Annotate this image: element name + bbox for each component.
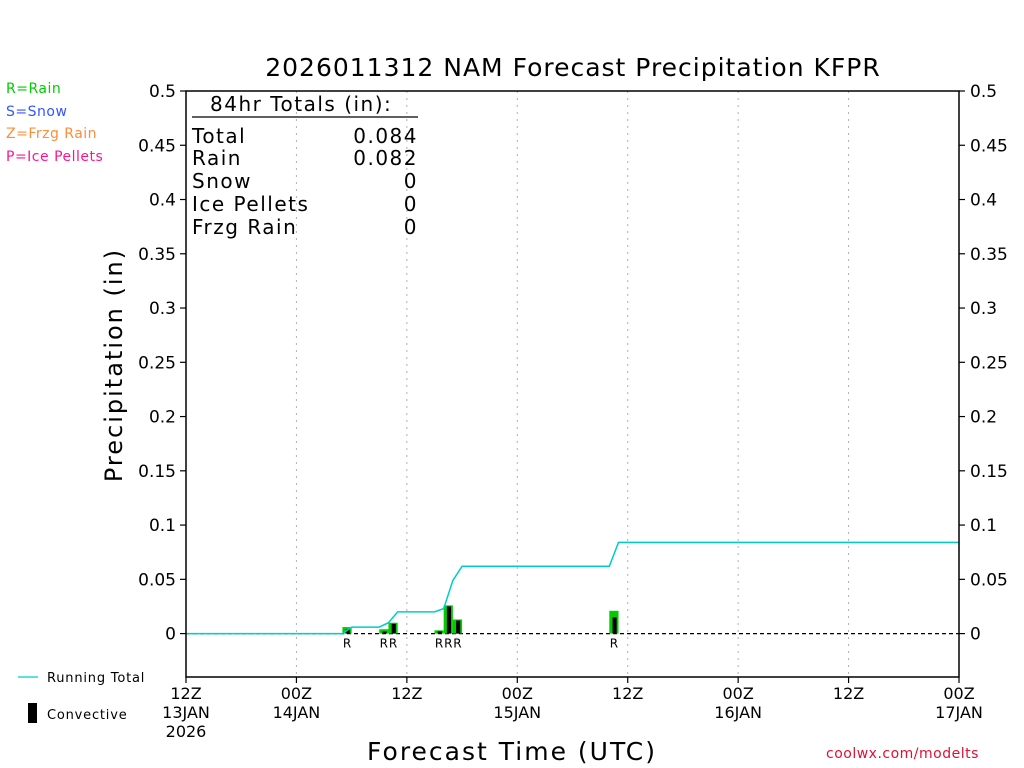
x-tick-label: 12Z [391, 684, 422, 703]
y-tick-label-right: 0.5 [970, 82, 997, 102]
x-tick-label: 14JAN [273, 703, 321, 722]
x-tick-label: 12Z [170, 684, 201, 703]
precip-bars [342, 605, 619, 634]
y-tick-label-right: 0.3 [970, 299, 997, 319]
convective-bar [437, 631, 442, 634]
y-tick-label-left: 0.25 [138, 353, 176, 373]
convective-bar [446, 606, 452, 634]
totals-value-total: 0.084 [353, 124, 418, 148]
totals-value-rain: 0.082 [353, 146, 418, 170]
y-tick-label-right: 0.45 [970, 136, 1008, 156]
y-tick-label-left: 0.35 [138, 245, 176, 265]
y-tick-label-left: 0.5 [149, 82, 176, 102]
totals-label-rain: Rain [192, 146, 242, 170]
ptype-label: R [343, 637, 351, 651]
totals-value-ice-pellets: 0 [404, 192, 418, 216]
y-tick-label-right: 0.1 [970, 516, 997, 536]
credit-text: coolwx.com/modelts [826, 746, 979, 762]
y-tick-label-left: 0.1 [149, 516, 176, 536]
y-tick-label-left: 0.2 [149, 408, 176, 428]
y-tick-label-right: 0.4 [970, 191, 997, 211]
convective-bar [456, 620, 461, 634]
legend-convective-swatch [28, 703, 37, 723]
x-tick-label: 00Z [943, 684, 974, 703]
totals-label-snow: Snow [192, 169, 252, 193]
totals-box: 84hr Totals (in): Total 0.084 Rain 0.082… [191, 92, 418, 239]
x-tick-label: 13JAN [162, 703, 210, 722]
x-tick-label: 15JAN [493, 703, 541, 722]
totals-value-frzg-rain: 0 [404, 215, 418, 239]
y-tick-label-left: 0.45 [138, 136, 176, 156]
y-tick-label-left: 0.05 [138, 570, 176, 590]
x-tick-label: 12Z [833, 684, 864, 703]
totals-label-frzg-rain: Frzg Rain [192, 215, 297, 239]
ptype-label: R [435, 637, 443, 651]
y-axis-label: Precipitation (in) [100, 248, 128, 482]
x-tick-label: 00Z [502, 684, 533, 703]
convective-bar [612, 617, 617, 634]
series-legend: Running Total Convective [18, 671, 145, 723]
y-tick-label-right: 0.2 [970, 408, 997, 428]
y-tick-label-left: 0.3 [149, 299, 176, 319]
y-tick-label-right: 0.15 [970, 462, 1008, 482]
ptype-label: R [444, 637, 452, 651]
legend-snow: S=Snow [6, 104, 68, 120]
ptype-label: R [389, 637, 397, 651]
totals-label-ice-pellets: Ice Pellets [192, 192, 309, 216]
running-total-polyline [186, 541, 959, 635]
x-tick-label: 17JAN [935, 703, 983, 722]
running-total-line [186, 541, 959, 635]
y-tick-label-left: 0.15 [138, 462, 176, 482]
ptype-label: R [380, 637, 388, 651]
convective-bar [391, 623, 396, 634]
ptype-label: R [453, 637, 461, 651]
ptype-label: R [610, 637, 618, 651]
grid-lines [295, 91, 850, 677]
x-tick-label: 00Z [281, 684, 312, 703]
legend-frzg-rain: Z=Frzg Rain [6, 126, 98, 142]
chart-title: 2026011312 NAM Forecast Precipitation KF… [265, 53, 881, 82]
x-axis-label: Forecast Time (UTC) [367, 737, 657, 766]
totals-label-total: Total [191, 124, 246, 148]
y-tick-label-right: 0.35 [970, 245, 1008, 265]
y-tick-label-right: 0.25 [970, 353, 1008, 373]
convective-bar [382, 631, 387, 634]
totals-header: 84hr Totals (in): [210, 92, 392, 116]
legend-running-total-label: Running Total [47, 671, 145, 686]
convective-bar [345, 629, 350, 634]
legend-rain: R=Rain [6, 81, 62, 97]
x-tick-label: 16JAN [714, 703, 762, 722]
x-tick-label: 2026 [166, 722, 207, 741]
totals-value-snow: 0 [404, 169, 418, 193]
plot-frame [185, 90, 960, 678]
x-tick-label: 00Z [722, 684, 753, 703]
x-tick-label: 12Z [612, 684, 643, 703]
y-tick-label-left: 0.4 [149, 191, 176, 211]
y-tick-label-left: 0 [165, 625, 176, 645]
legend-convective-label: Convective [47, 708, 128, 723]
y-tick-label-right: 0 [970, 625, 981, 645]
y-tick-label-right: 0.05 [970, 570, 1008, 590]
y-axis-ticks: 0 00.05 0.050.1 0.10.15 0.150.2 0.20.25 0.250.… [138, 82, 1008, 645]
legend-ice-pellets: P=Ice Pellets [6, 149, 104, 165]
